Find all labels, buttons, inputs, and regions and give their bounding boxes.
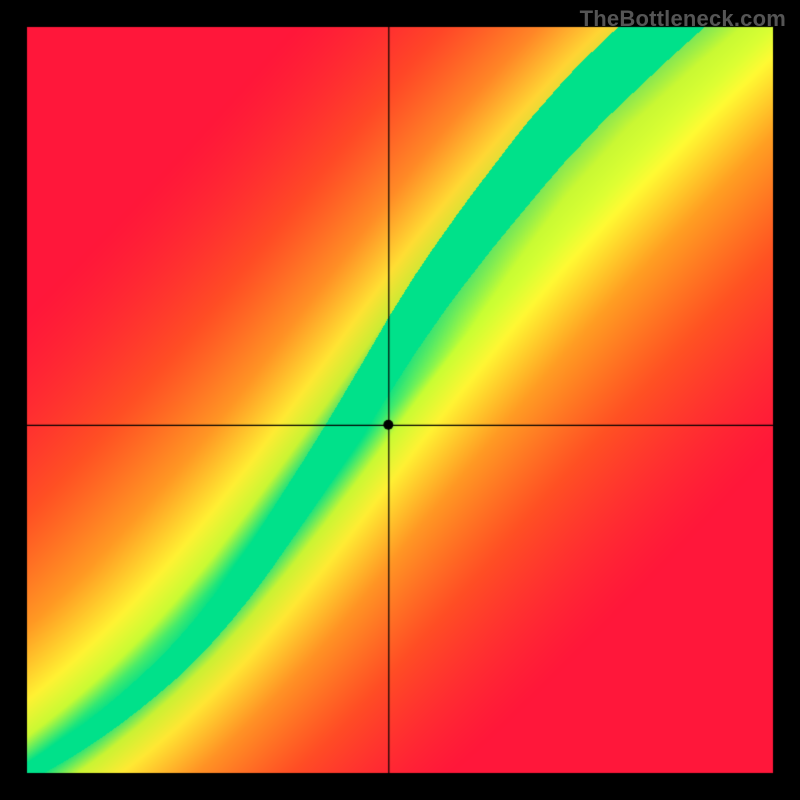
bottleneck-heatmap: TheBottleneck.com xyxy=(0,0,800,800)
watermark-text: TheBottleneck.com xyxy=(580,6,786,32)
heatmap-canvas xyxy=(0,0,800,800)
